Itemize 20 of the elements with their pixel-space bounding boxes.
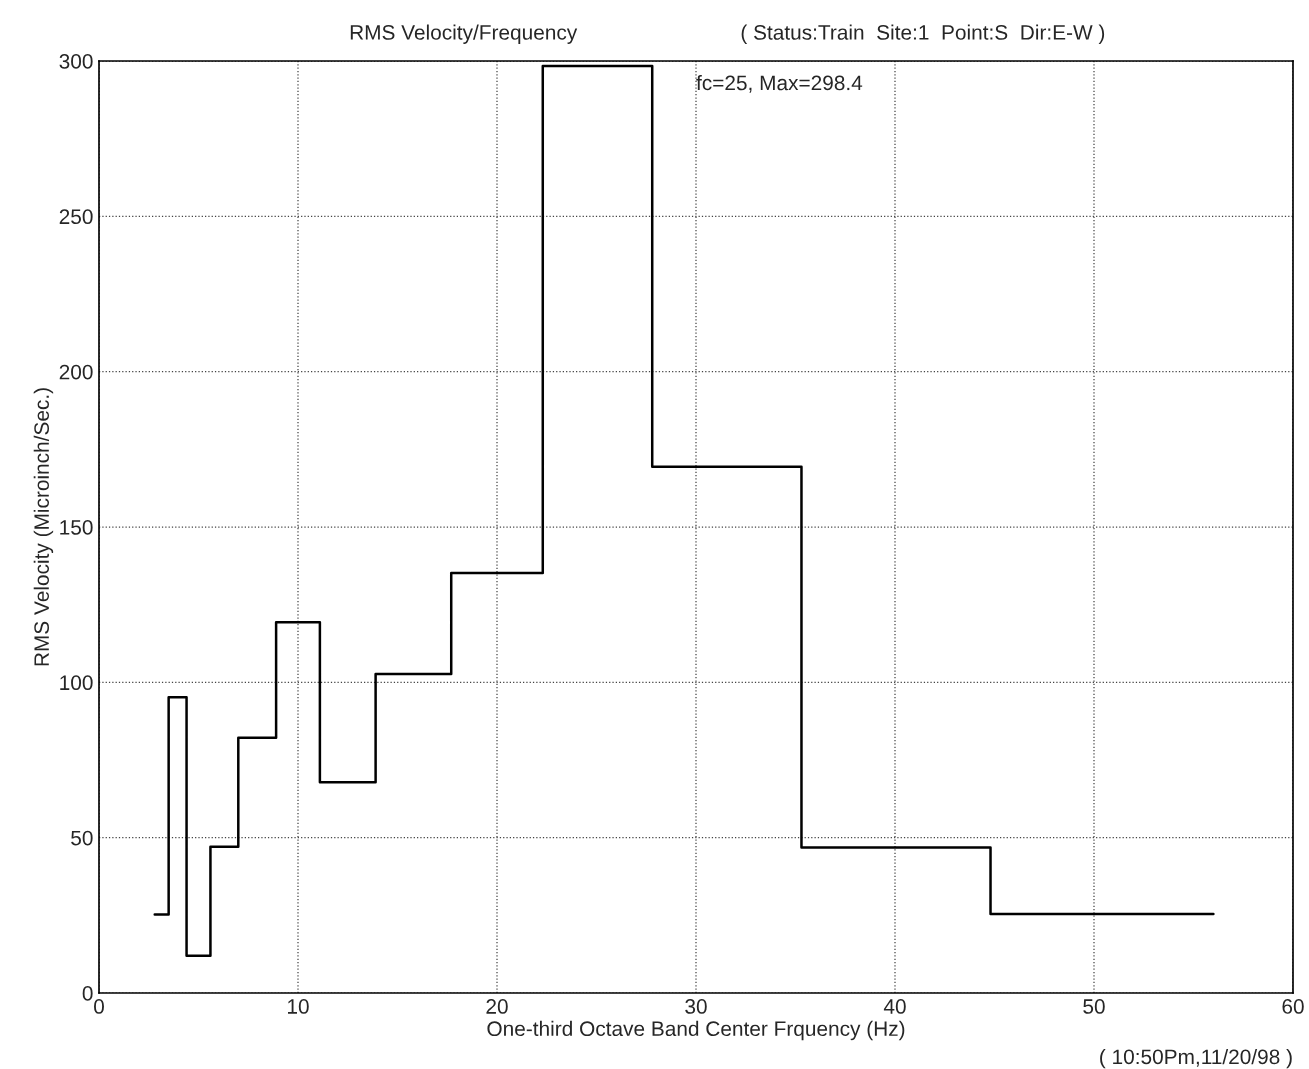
chart-title: RMS Velocity/Frequency <box>350 24 578 44</box>
chart-subtitle: ( Status:Train Site:1 Point:S Dir:E-W ) <box>741 24 1105 44</box>
x-axis-title: One-third Octave Band Center Frquency (Hz) <box>487 1020 905 1041</box>
y-tick-label: 50 <box>71 830 93 846</box>
y-axis-title: RMS Velocity (Microinch/Sec.) <box>33 388 54 666</box>
y-tick-label: 150 <box>60 520 93 535</box>
x-tick-label: 50 <box>1083 999 1105 1014</box>
y-tick-label: 200 <box>59 364 93 380</box>
x-tick-label: 30 <box>685 999 707 1014</box>
x-tick-label: 40 <box>883 999 906 1014</box>
x-tick-label: 20 <box>486 999 508 1014</box>
x-tick-label: 60 <box>1282 999 1304 1014</box>
x-tick-label: 0 <box>94 999 104 1014</box>
annotation: fc=25, Max=298.4 <box>696 75 863 93</box>
x-tick-label: 10 <box>288 999 309 1014</box>
y-tick-label: 100 <box>60 675 93 691</box>
text: ( 10:50Pm,11/20/98 ) <box>1100 1048 1292 1069</box>
y-tick-label: 250 <box>59 209 93 225</box>
y-tick-label: 300 <box>59 54 93 69</box>
y-tick-label: 0 <box>82 986 93 1001</box>
